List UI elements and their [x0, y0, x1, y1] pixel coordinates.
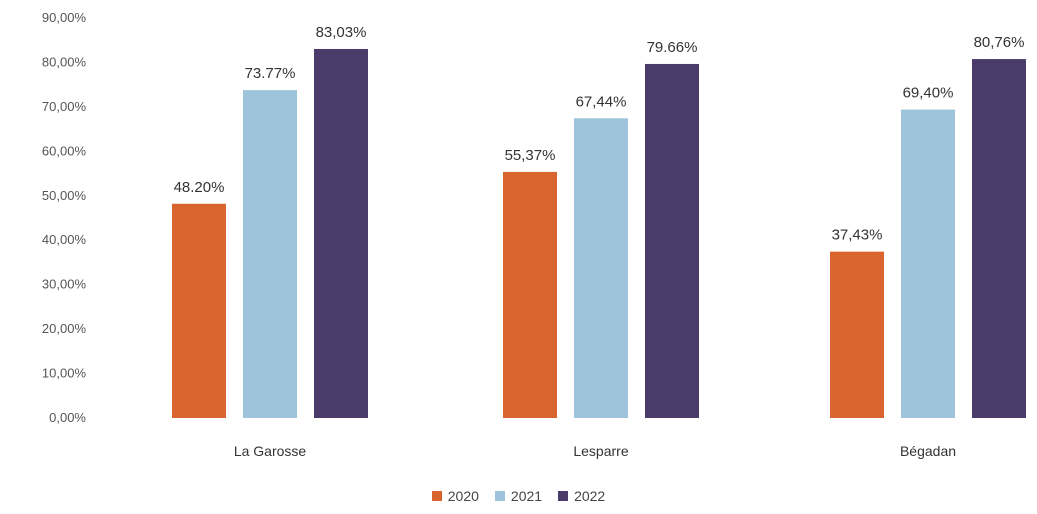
- y-tick-label: 90,00%: [42, 10, 87, 25]
- bar-2021: [243, 90, 297, 418]
- y-tick-label: 50,00%: [42, 188, 87, 203]
- y-axis: 0,00% 10,00% 20,00% 30,00% 40,00% 50,00% 60,00…: [42, 10, 87, 425]
- x-category-label: Bégadan: [900, 443, 956, 459]
- data-label: 73.77%: [245, 65, 296, 82]
- y-tick-label: 80,00%: [42, 54, 87, 69]
- y-tick-label: 10,00%: [42, 366, 87, 381]
- bar-2022: [314, 48, 368, 418]
- legend-swatch: [431, 491, 442, 501]
- y-tick-label: 70,00%: [42, 99, 87, 114]
- x-axis-labels: La Garosse Lesparre Bégadan: [234, 443, 956, 459]
- y-tick-label: 20,00%: [42, 321, 87, 336]
- legend: 2020 2021 2022: [0, 484, 1037, 508]
- bar-2020: [172, 203, 226, 418]
- bar-2022: [972, 59, 1026, 419]
- data-label: 69,40%: [903, 85, 954, 102]
- legend-item-2020: 2020: [431, 488, 479, 504]
- y-tick-label: 30,00%: [42, 277, 87, 292]
- legend-item-2021: 2021: [494, 488, 543, 504]
- y-tick-label: 0,00%: [49, 410, 86, 425]
- legend-swatch: [558, 491, 569, 501]
- legend-label: 2022: [574, 488, 606, 504]
- data-label: 48.20%: [174, 179, 225, 196]
- data-label: 83,03%: [316, 24, 367, 41]
- data-label: 55,37%: [505, 147, 556, 164]
- bar-2020: [830, 251, 884, 418]
- data-label: 80,76%: [974, 34, 1025, 51]
- data-label: 79.66%: [647, 39, 698, 56]
- data-label: 37,43%: [832, 227, 883, 244]
- legend-label: 2020: [447, 488, 479, 504]
- legend-item-2022: 2022: [558, 488, 605, 504]
- x-category-label: Lesparre: [573, 443, 628, 459]
- bar-2022: [645, 63, 699, 418]
- bar-2021: [901, 109, 955, 419]
- bar-2021: [574, 118, 628, 419]
- bars-group: [172, 48, 1026, 419]
- data-label: 67,44%: [576, 93, 627, 110]
- data-labels: 48.20% 73.77% 83,03% 55,37% 67,44% 79.66% 37,4…: [174, 24, 1025, 244]
- bar-chart: 0,00% 10,00% 20,00% 30,00% 40,00% 50,00% 60,00…: [42, 10, 1026, 459]
- x-category-label: La Garosse: [234, 443, 307, 459]
- legend-label: 2021: [510, 488, 543, 504]
- bar-2020: [503, 171, 557, 418]
- legend-swatch: [494, 491, 505, 501]
- y-tick-label: 40,00%: [42, 232, 87, 247]
- y-tick-label: 60,00%: [42, 143, 87, 158]
